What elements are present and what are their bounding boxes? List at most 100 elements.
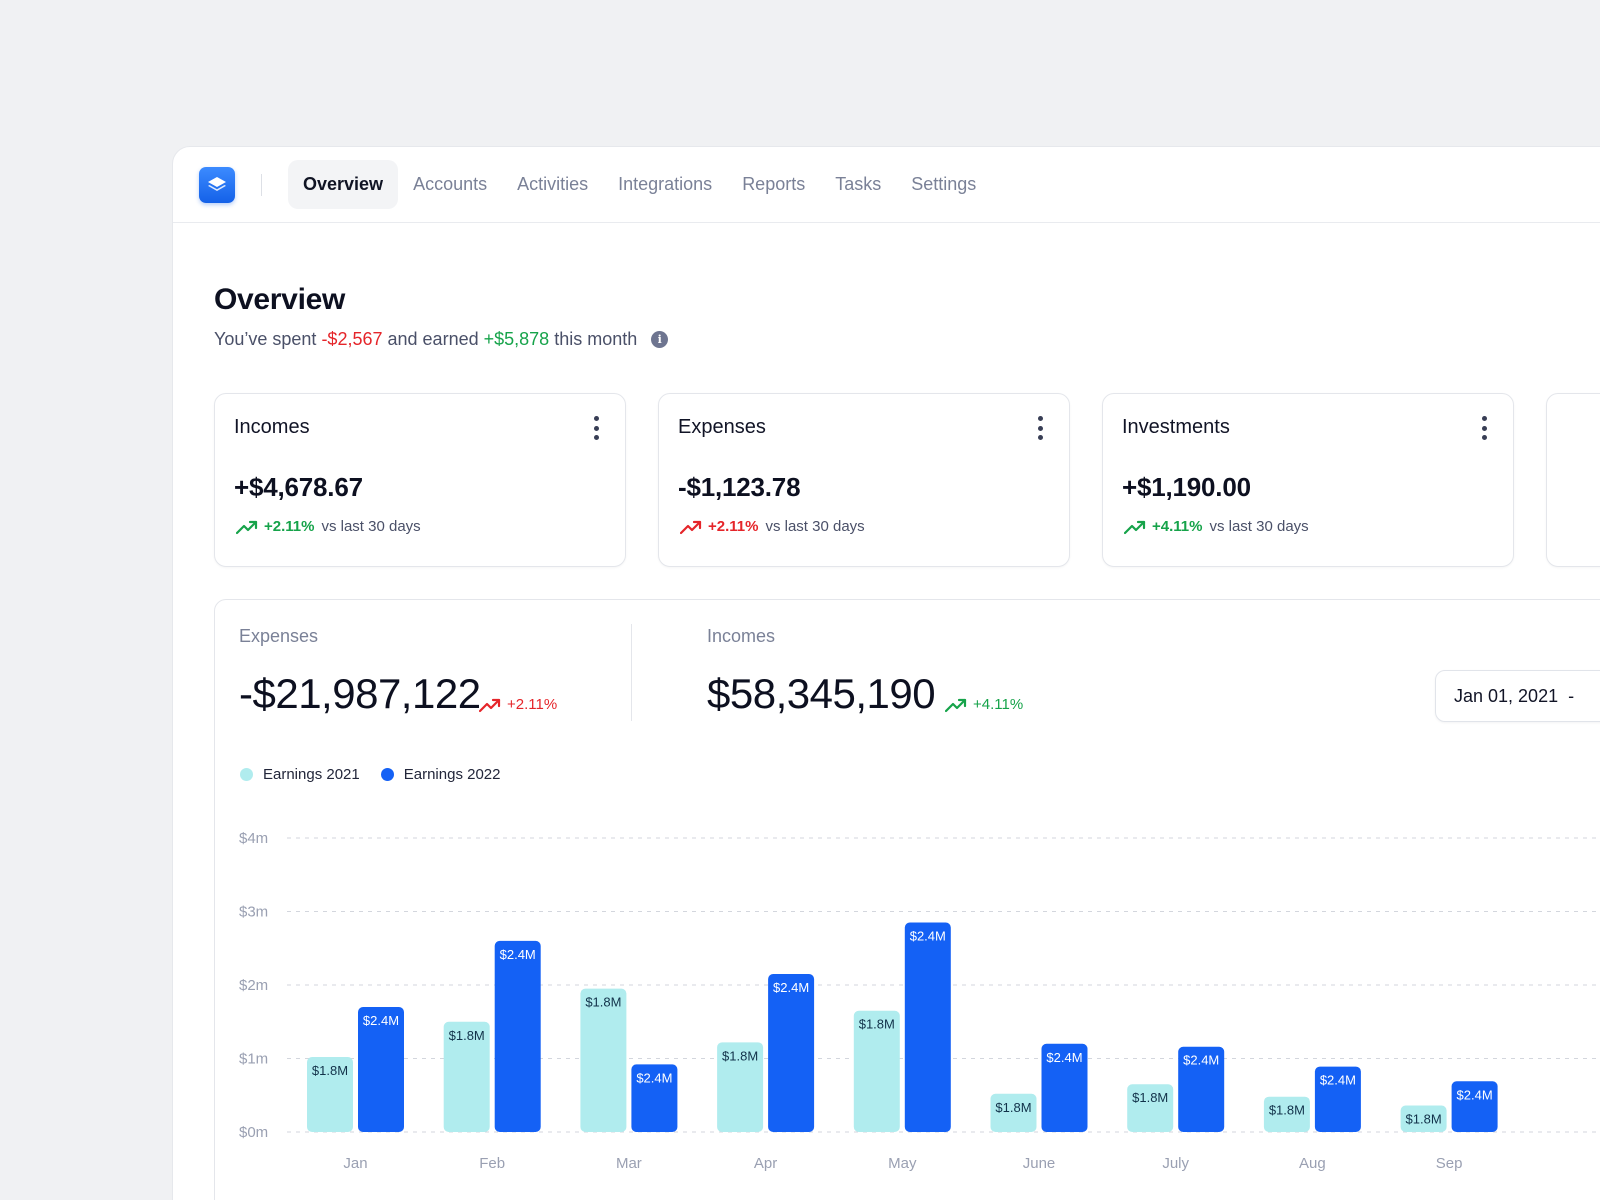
bar-2021-aug[interactable] xyxy=(1263,1096,1310,1132)
legend-label: Earnings 2022 xyxy=(403,766,501,783)
tab-overview[interactable]: Overview xyxy=(288,160,399,209)
bar-chart: $0m $1m $2m $3m $4m $1.8M $2.4M Jan $1.8M $2.4M Fe… xyxy=(239,830,1600,1172)
bar-value-label: $2.4M xyxy=(1457,1087,1493,1102)
more-options-icon[interactable] xyxy=(1479,416,1489,440)
date-range-picker[interactable]: Jan 01, 2021 - xyxy=(1435,670,1600,722)
bar-2022-july[interactable] xyxy=(1178,1046,1225,1132)
earnings-chart-panel: Expenses -$21,987,122 +2.11% Incomes $58… xyxy=(214,599,1600,1200)
tab-settings[interactable]: Settings xyxy=(911,174,977,194)
page-title: Overview xyxy=(214,283,346,316)
bar-value-label: $1.8M xyxy=(1269,1103,1305,1118)
bar-2022-aug[interactable] xyxy=(1314,1066,1361,1132)
trend-caption: vs last 30 days xyxy=(321,518,421,535)
bar-value-label: $2.4M xyxy=(773,980,809,995)
chart-legend: Earnings 2021 Earnings 2022 xyxy=(240,766,522,783)
x-tick-label: July xyxy=(1162,1155,1189,1172)
bar-value-label: $2.4M xyxy=(363,1013,399,1028)
tab-reports[interactable]: Reports xyxy=(742,174,806,194)
bar-2021-july[interactable] xyxy=(1127,1084,1174,1132)
bar-2022-may[interactable] xyxy=(904,922,951,1132)
earned-amount: +$5,878 xyxy=(483,329,550,349)
bar-2022-apr[interactable] xyxy=(768,973,815,1132)
trend-up-icon xyxy=(680,520,702,534)
tab-accounts[interactable]: Accounts xyxy=(413,174,488,194)
bar-value-label: $2.4M xyxy=(636,1070,672,1085)
incomes-total: $58,345,190 xyxy=(707,670,936,717)
bar-value-label: $2.4M xyxy=(1320,1073,1356,1088)
tab-activities[interactable]: Activities xyxy=(517,174,589,194)
bar-2021-mar[interactable] xyxy=(580,988,627,1132)
nav-tabs: Overview Accounts Activities Integration… xyxy=(288,160,991,209)
bar-2022-feb[interactable] xyxy=(494,940,541,1132)
info-icon[interactable]: i xyxy=(651,331,669,348)
bar-value-label: $2.4M xyxy=(1046,1050,1082,1065)
card-trend: +2.11% vs last 30 days xyxy=(236,518,421,535)
x-tick-label: Mar xyxy=(616,1155,642,1172)
trend-percent: +2.11% xyxy=(264,518,315,535)
bar-2021-jan[interactable] xyxy=(307,1057,353,1132)
incomes-trend: +4.11% xyxy=(945,696,1023,713)
page-subtitle: You’ve spent -$2,567 and earned +$5,878 … xyxy=(214,329,669,350)
bar-value-label: $1.8M xyxy=(1406,1112,1442,1127)
date-range-start: Jan 01, 2021 xyxy=(1454,685,1559,706)
bar-2021-sep[interactable] xyxy=(1400,1105,1447,1132)
trend-caption: vs last 30 days xyxy=(1209,518,1309,535)
tab-tasks[interactable]: Tasks xyxy=(835,174,882,194)
legend-item-2022[interactable]: Earnings 2022 xyxy=(380,766,501,783)
bar-value-label: $1.8M xyxy=(1132,1090,1168,1105)
more-options-icon[interactable] xyxy=(1035,416,1045,440)
bar-value-label: $2.4M xyxy=(500,947,536,962)
y-tick-label: $1m xyxy=(239,1051,268,1068)
bar-2021-apr[interactable] xyxy=(717,1042,764,1132)
top-navigation: Overview Accounts Activities Integration… xyxy=(173,147,1600,223)
x-tick-label: Feb xyxy=(479,1155,505,1172)
spent-amount: -$2,567 xyxy=(321,329,383,349)
bar-value-label: $2.4M xyxy=(910,929,946,944)
card-title: Investments xyxy=(1122,416,1230,438)
bar-2022-jan[interactable] xyxy=(358,1007,404,1132)
trend-up-icon xyxy=(479,698,501,712)
bar-value-label: $2.4M xyxy=(1183,1053,1219,1068)
x-tick-label: Jan xyxy=(343,1155,367,1172)
legend-label: Earnings 2021 xyxy=(263,766,360,783)
bar-value-label: $1.8M xyxy=(859,1017,895,1032)
bar-2021-feb[interactable] xyxy=(443,1021,490,1132)
bar-2022-june[interactable] xyxy=(1041,1043,1088,1132)
bar-value-label: $1.8M xyxy=(722,1048,758,1063)
card-value: +$4,678.67 xyxy=(234,472,363,502)
nav-divider xyxy=(261,173,262,196)
more-options-icon[interactable] xyxy=(591,416,601,440)
bar-value-label: $1.8M xyxy=(995,1100,1031,1115)
trend-percent: +2.11% xyxy=(708,518,759,535)
incomes-label: Incomes xyxy=(707,626,776,646)
x-tick-label: June xyxy=(1023,1155,1056,1172)
x-tick-label: Aug xyxy=(1299,1155,1326,1172)
trend-percent: +4.11% xyxy=(973,696,1024,713)
app-logo-icon[interactable] xyxy=(199,166,235,203)
bar-value-label: $1.8M xyxy=(312,1063,348,1078)
stat-divider xyxy=(631,624,632,721)
card-trend: +4.11% vs last 30 days xyxy=(1124,518,1309,535)
bar-value-label: $1.8M xyxy=(585,995,621,1010)
summary-cards: Incomes +$4,678.67 +2.11% vs last 30 day… xyxy=(214,393,1600,567)
x-tick-label: Apr xyxy=(754,1155,777,1172)
subtitle-prefix: You’ve spent xyxy=(214,329,317,349)
card-incomes: Incomes +$4,678.67 +2.11% vs last 30 day… xyxy=(214,393,626,567)
legend-item-2021[interactable]: Earnings 2021 xyxy=(240,766,360,783)
trend-up-icon xyxy=(1124,520,1146,534)
bar-2022-mar[interactable] xyxy=(631,1064,678,1132)
card-trend: +2.11% vs last 30 days xyxy=(680,518,865,535)
x-tick-label: Sep xyxy=(1436,1155,1463,1172)
y-tick-label: $4m xyxy=(239,830,268,847)
bar-2022-sep[interactable] xyxy=(1451,1081,1498,1132)
card-partial xyxy=(1546,393,1600,567)
app-window: Overview Accounts Activities Integration… xyxy=(172,146,1600,1200)
bar-2021-may[interactable] xyxy=(853,1010,900,1132)
card-investments: Investments +$1,190.00 +4.11% vs last 30… xyxy=(1102,393,1514,567)
x-tick-label: May xyxy=(888,1155,917,1172)
card-value: -$1,123.78 xyxy=(678,472,801,502)
tab-integrations[interactable]: Integrations xyxy=(618,174,713,194)
bar-2021-june[interactable] xyxy=(990,1093,1037,1132)
trend-caption: vs last 30 days xyxy=(765,518,865,535)
card-title: Incomes xyxy=(234,416,310,438)
